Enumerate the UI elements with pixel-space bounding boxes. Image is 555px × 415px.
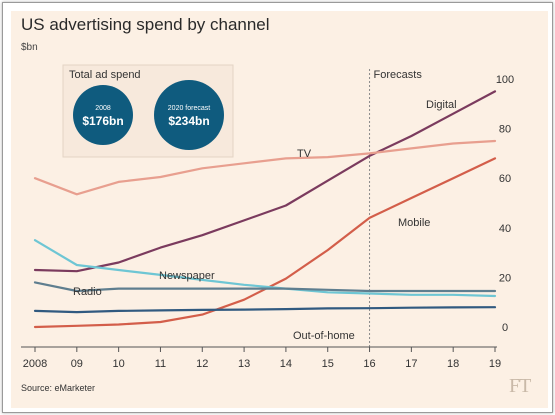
series-label-mobile: Mobile xyxy=(398,217,430,229)
series-line-newspaper xyxy=(33,239,497,298)
x-tick-label: 15 xyxy=(322,358,334,370)
y-tick-label: 40 xyxy=(499,223,511,235)
x-tick-label: 13 xyxy=(238,358,250,370)
y-tick-label: 60 xyxy=(499,173,511,185)
series-line-out-of-home xyxy=(33,306,497,314)
bubble-value-label: $176bn xyxy=(82,114,123,128)
total-spend-bubble xyxy=(154,80,224,150)
x-tick-label: 16 xyxy=(363,358,375,370)
forecast-label: Forecasts xyxy=(374,69,423,81)
series-label-radio: Radio xyxy=(73,286,102,298)
x-tick-label: 18 xyxy=(447,358,459,370)
x-tick-label: 14 xyxy=(280,358,292,370)
chart-card: US advertising spend by channel $bn Fore… xyxy=(11,11,548,408)
series-line-mobile xyxy=(33,157,497,329)
line-chart: Forecasts 2008 09 10 11 12 13 14 15 16 17 18 19 0 20 40… xyxy=(21,64,514,370)
y-tick-label: 20 xyxy=(499,272,511,284)
series-label-out-of-home: Out-of-home xyxy=(293,330,355,342)
x-tick-label: 09 xyxy=(71,358,83,370)
bubble-year-label: 2020 forecast xyxy=(168,105,210,112)
y-tick-label: 0 xyxy=(502,322,508,334)
chart-title: US advertising spend by channel xyxy=(21,15,270,34)
series-label-digital: Digital xyxy=(426,99,457,111)
bubble-value-label: $234bn xyxy=(168,114,209,128)
x-tick-label: 19 xyxy=(489,358,501,370)
series-label-tv: TV xyxy=(297,148,312,160)
series-line-digital xyxy=(33,90,497,273)
series-line-radio xyxy=(33,281,497,293)
x-tick-label: 2008 xyxy=(23,358,47,370)
series-label-newspaper: Newspaper xyxy=(159,270,215,282)
y-axis-unit: $bn xyxy=(21,42,38,53)
x-tick-label: 11 xyxy=(155,358,166,370)
source-note: Source: eMarketer xyxy=(21,383,96,393)
inset-title: Total ad spend xyxy=(69,69,141,81)
x-tick-label: 17 xyxy=(405,358,417,370)
total-spend-bubble xyxy=(73,85,133,145)
x-tick-label: 12 xyxy=(196,358,208,370)
y-tick-label: 80 xyxy=(499,124,511,136)
y-tick-label: 100 xyxy=(496,74,514,86)
series-line-tv xyxy=(33,139,497,196)
bubble-year-label: 2008 xyxy=(95,105,111,112)
x-tick-label: 10 xyxy=(113,358,125,370)
ft-logo: FT xyxy=(509,375,531,397)
